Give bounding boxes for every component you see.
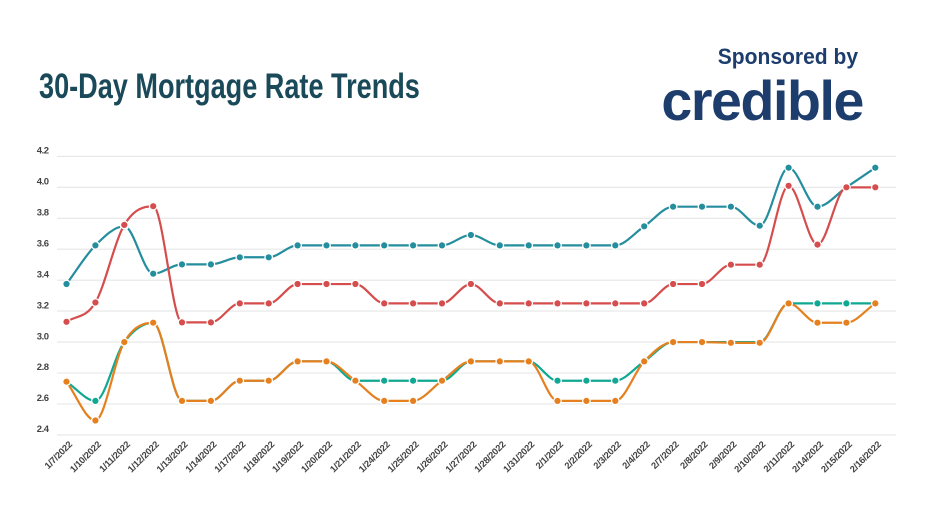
svg-text:4.0: 4.0 xyxy=(37,177,49,188)
svg-text:1/10/2022: 1/10/2022 xyxy=(68,439,103,474)
svg-text:3.8: 3.8 xyxy=(37,208,49,219)
svg-text:2/7/2022: 2/7/2022 xyxy=(649,439,681,471)
svg-text:4.2: 4.2 xyxy=(37,146,49,157)
svg-text:2.4: 2.4 xyxy=(37,424,50,435)
svg-text:2.6: 2.6 xyxy=(37,393,49,404)
svg-text:3.4: 3.4 xyxy=(37,269,50,280)
svg-text:2/3/2022: 2/3/2022 xyxy=(591,439,623,471)
svg-text:1/31/2022: 1/31/2022 xyxy=(501,439,536,474)
svg-text:2/4/2022: 2/4/2022 xyxy=(620,439,652,471)
svg-text:2/8/2022: 2/8/2022 xyxy=(678,439,710,471)
svg-text:2/16/2022: 2/16/2022 xyxy=(848,439,883,474)
svg-text:3.0: 3.0 xyxy=(37,331,49,342)
svg-text:3.2: 3.2 xyxy=(37,300,49,311)
svg-text:3.6: 3.6 xyxy=(37,238,49,249)
svg-text:2/2/2022: 2/2/2022 xyxy=(563,439,595,471)
svg-text:2/10/2022: 2/10/2022 xyxy=(732,439,767,474)
svg-text:2/1/2022: 2/1/2022 xyxy=(534,439,566,471)
svg-text:2.8: 2.8 xyxy=(37,362,49,373)
